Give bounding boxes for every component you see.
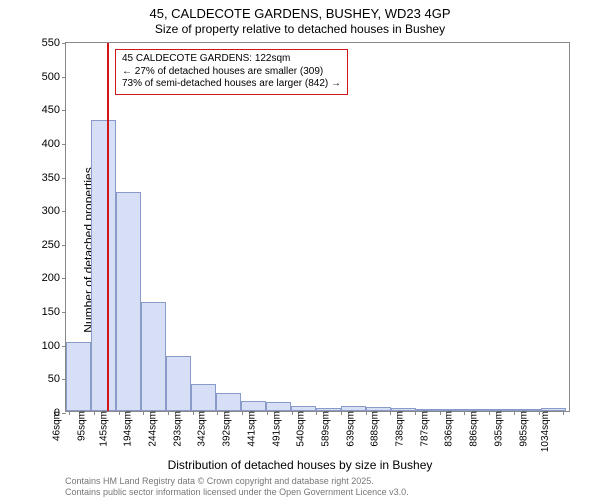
chart-footer: Contains HM Land Registry data © Crown c… <box>65 476 409 498</box>
annotation-property: 45 CALDECOTE GARDENS: 122sqm <box>122 53 341 66</box>
x-tick-label: 244sqm <box>142 411 159 447</box>
histogram-bar <box>166 356 191 411</box>
property-marker-line <box>107 43 109 411</box>
x-tick-label: 787sqm <box>413 411 430 447</box>
y-tick-label: 450 <box>42 104 66 116</box>
x-tick-label: 1034sqm <box>534 411 551 452</box>
y-tick-label: 500 <box>42 71 66 83</box>
histogram-bar <box>191 384 216 411</box>
x-tick-label: 836sqm <box>438 411 455 447</box>
x-tick-label: 738sqm <box>389 411 406 447</box>
x-tick-label: 589sqm <box>314 411 331 447</box>
property-size-histogram: 45, CALDECOTE GARDENS, BUSHEY, WD23 4GP … <box>0 0 600 500</box>
x-tick-label: 639sqm <box>339 411 356 447</box>
histogram-bar <box>116 192 141 411</box>
x-tick-label: 194sqm <box>117 411 134 447</box>
histogram-bar <box>91 120 116 411</box>
x-tick-label: 145sqm <box>92 411 109 447</box>
histogram-bar <box>66 342 91 411</box>
footer-line2: Contains public sector information licen… <box>65 487 409 498</box>
y-tick-label: 250 <box>42 239 66 251</box>
y-tick-label: 550 <box>42 37 66 49</box>
x-tick-label: 293sqm <box>166 411 183 447</box>
x-tick-label: 935sqm <box>487 411 504 447</box>
y-tick-label: 400 <box>42 138 66 150</box>
annotation-box: 45 CALDECOTE GARDENS: 122sqm ← 27% of de… <box>115 49 348 95</box>
x-tick-label: 540sqm <box>290 411 307 447</box>
histogram-bar <box>141 302 166 411</box>
x-tick-mark <box>563 411 564 415</box>
y-tick-label: 200 <box>42 272 66 284</box>
y-tick-label: 300 <box>42 205 66 217</box>
x-tick-label: 985sqm <box>512 411 529 447</box>
x-tick-label: 95sqm <box>70 411 87 441</box>
x-tick-label: 688sqm <box>364 411 381 447</box>
x-tick-label: 342sqm <box>191 411 208 447</box>
x-tick-label: 491sqm <box>265 411 282 447</box>
chart-title: 45, CALDECOTE GARDENS, BUSHEY, WD23 4GP <box>0 6 600 21</box>
y-tick-label: 50 <box>48 373 66 385</box>
x-tick-label: 392sqm <box>216 411 233 447</box>
y-tick-label: 150 <box>42 306 66 318</box>
annotation-smaller: ← 27% of detached houses are smaller (30… <box>122 66 341 79</box>
chart-subtitle: Size of property relative to detached ho… <box>0 22 600 36</box>
x-tick-label: 886sqm <box>463 411 480 447</box>
footer-line1: Contains HM Land Registry data © Crown c… <box>65 476 409 487</box>
y-tick-label: 100 <box>42 340 66 352</box>
histogram-bar <box>216 393 241 411</box>
histogram-bar <box>266 402 291 411</box>
y-tick-label: 350 <box>42 172 66 184</box>
x-axis-label: Distribution of detached houses by size … <box>0 458 600 472</box>
x-tick-label: 441sqm <box>240 411 257 447</box>
annotation-larger: 73% of semi-detached houses are larger (… <box>122 78 341 91</box>
x-tick-label: 46sqm <box>45 411 62 441</box>
plot-area: 45 CALDECOTE GARDENS: 122sqm ← 27% of de… <box>65 42 570 412</box>
histogram-bar <box>241 401 266 411</box>
